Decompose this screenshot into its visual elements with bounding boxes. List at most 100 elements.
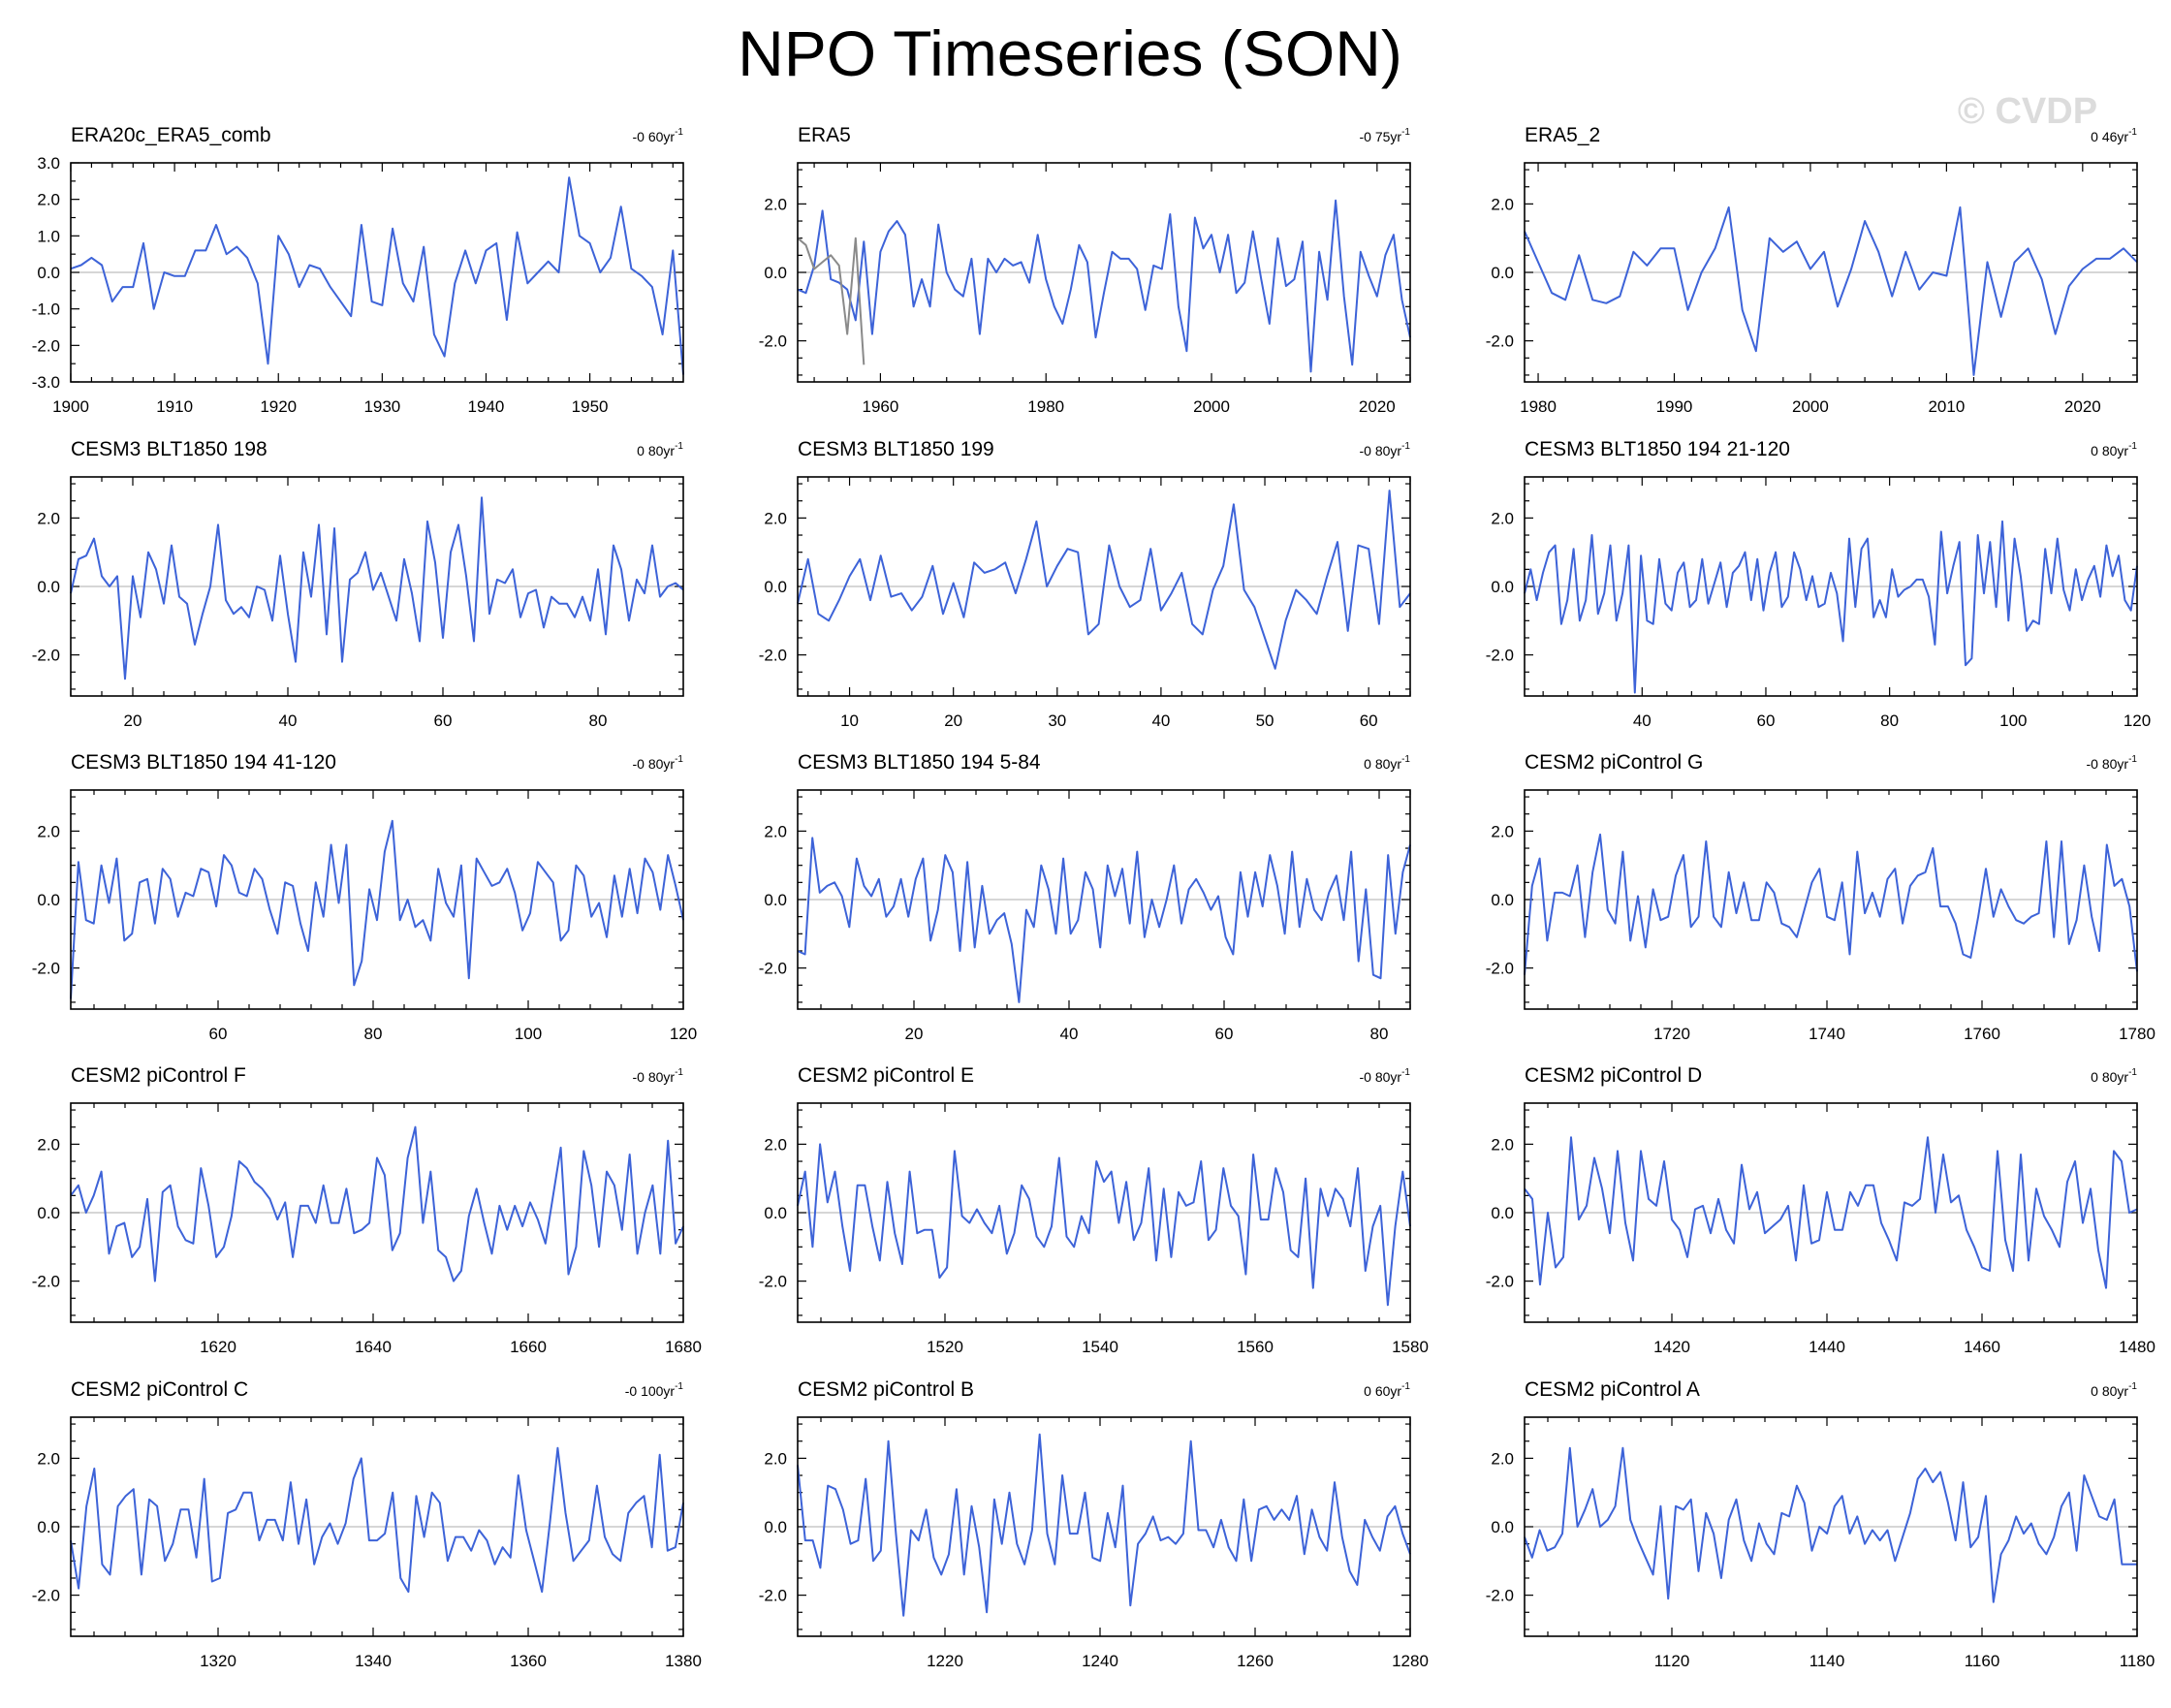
series-line	[797, 837, 1411, 1003]
trend-label: -0 75yr-1	[1360, 127, 1411, 144]
panel-grid: ERA20c_ERA5_comb -0 60yr-1 3.0 2.0 1.0 0.0 -1.…	[32, 124, 2155, 1670]
panel-5: CESM3 BLT1850 199 -0 80yr-1 2.0 0.0 -2.0 10 20…	[759, 438, 1411, 730]
y-tick-label: 2.0	[37, 191, 60, 209]
x-tick-label: 1480	[2119, 1338, 2155, 1356]
y-tick-label: 0.0	[764, 264, 787, 282]
x-tick-label: 1980	[1027, 397, 1064, 416]
x-tick-label: 120	[2124, 712, 2151, 730]
x-tick-label: 80	[589, 712, 608, 730]
x-tick-label: 1580	[1392, 1338, 1429, 1356]
panel-14: CESM2 piControl B 0 60yr-1 2.0 0.0 -2.0 1220 1…	[759, 1378, 1429, 1670]
x-tick-label: 60	[1215, 1025, 1234, 1043]
x-tick-label: 120	[670, 1025, 697, 1043]
y-tick-label: -2.0	[1486, 1587, 1514, 1605]
x-tick-label: 1520	[927, 1338, 963, 1356]
panel-12: CESM2 piControl D 0 80yr-1 2.0 0.0 -2.0 1420 1…	[1486, 1064, 2155, 1356]
x-tick-label: 1360	[510, 1652, 547, 1670]
trend-label: 0 80yr-1	[637, 441, 683, 459]
panel-6: CESM3 BLT1850 194 21-120 0 80yr-1 2.0 0.0 -2…	[1486, 438, 2151, 730]
x-tick-label: 1240	[1082, 1652, 1118, 1670]
panel-title: CESM3 BLT1850 194 21-120	[1525, 438, 1790, 460]
x-tick-label: 1420	[1653, 1338, 1690, 1356]
x-tick-label: 1920	[260, 397, 297, 416]
series-line	[1524, 1446, 2137, 1603]
figure-title: NPO Timeseries (SON)	[738, 17, 1402, 89]
x-tick-label: 1760	[1964, 1025, 2000, 1043]
plot-frame	[70, 789, 684, 1010]
y-tick-label: 0.0	[37, 1204, 60, 1222]
x-tick-label: 10	[840, 712, 859, 730]
panel-title: CESM3 BLT1850 199	[798, 438, 994, 460]
trend-label: -0 60yr-1	[633, 127, 684, 144]
plot-frame	[1524, 1416, 2138, 1637]
x-tick-label: 40	[1060, 1025, 1079, 1043]
y-tick-label: 2.0	[764, 1135, 787, 1154]
series-line	[70, 176, 684, 375]
panel-title: CESM3 BLT1850 198	[71, 438, 267, 460]
y-tick-label: 2.0	[1491, 1449, 1514, 1468]
plot-frame	[1524, 476, 2138, 697]
x-tick-label: 1980	[1520, 397, 1557, 416]
x-tick-label: 80	[1880, 712, 1899, 730]
y-tick-label: 0.0	[1491, 264, 1514, 282]
plot-frame	[1524, 162, 2138, 383]
panel-title: ERA20c_ERA5_comb	[71, 124, 271, 146]
y-tick-label: 0.0	[37, 1518, 60, 1536]
series-line	[70, 1125, 684, 1282]
trend-label: 0 80yr-1	[2091, 1381, 2137, 1399]
y-tick-label: -2.0	[32, 647, 60, 665]
panel-15: CESM2 piControl A 0 80yr-1 2.0 0.0 -2.0 1120 1…	[1486, 1378, 2155, 1670]
trend-label: 0 80yr-1	[2091, 1067, 2137, 1085]
x-tick-label: 1540	[1082, 1338, 1118, 1356]
x-tick-label: 100	[1999, 712, 2027, 730]
x-tick-label: 1990	[1656, 397, 1693, 416]
panel-title: CESM2 piControl A	[1525, 1378, 1700, 1401]
series-line	[1524, 1136, 2138, 1289]
x-tick-label: 1440	[1809, 1338, 1845, 1356]
y-tick-label: 2.0	[37, 1135, 60, 1154]
y-tick-label: 2.0	[764, 195, 787, 213]
panel-3: ERA5_2 0 46yr-1 2.0 0.0 -2.0 1980 1990 2000 2010…	[1486, 124, 2138, 416]
plot-frame	[70, 1102, 684, 1323]
y-tick-label: -1.0	[32, 300, 60, 319]
panel-2: ERA5 -0 75yr-1 2.0 0.0 -2.0 1960 1980 2000 2020	[759, 124, 1411, 416]
series-line-secondary	[797, 237, 865, 365]
y-tick-label: -2.0	[1486, 960, 1514, 978]
trend-label: -0 80yr-1	[2087, 754, 2138, 772]
panel-1: ERA20c_ERA5_comb -0 60yr-1 3.0 2.0 1.0 0.0 -1.…	[32, 124, 684, 416]
panel-title: CESM2 piControl G	[1525, 751, 1703, 774]
trend-label: -0 80yr-1	[1360, 1067, 1411, 1085]
plot-frame	[797, 1102, 1411, 1323]
y-tick-label: 0.0	[764, 578, 787, 596]
x-tick-label: 60	[209, 1025, 228, 1043]
x-tick-label: 50	[1256, 712, 1274, 730]
trend-label: -0 80yr-1	[633, 1067, 684, 1085]
panel-title: ERA5_2	[1525, 124, 1600, 146]
y-tick-label: -2.0	[759, 332, 787, 351]
x-tick-label: 1120	[1654, 1652, 1690, 1670]
x-tick-label: 1680	[665, 1338, 702, 1356]
panel-title: ERA5	[798, 124, 851, 146]
series-line	[797, 1143, 1411, 1307]
plot-frame	[797, 476, 1411, 697]
x-tick-label: 1220	[927, 1652, 963, 1670]
x-tick-label: 1620	[200, 1338, 236, 1356]
x-tick-label: 1930	[363, 397, 400, 416]
panel-10: CESM2 piControl F -0 80yr-1 2.0 0.0 -2.0 1620…	[32, 1064, 702, 1356]
y-tick-label: 0.0	[1491, 1204, 1514, 1222]
y-tick-label: 0.0	[764, 891, 787, 909]
x-tick-label: 40	[1151, 712, 1170, 730]
panel-13: CESM2 piControl C -0 100yr-1 2.0 0.0 -2.0 132…	[32, 1378, 702, 1670]
x-tick-label: 1260	[1237, 1652, 1274, 1670]
x-tick-label: 1320	[200, 1652, 236, 1670]
y-tick-label: 2.0	[1491, 1135, 1514, 1154]
series-line	[797, 1433, 1411, 1617]
x-tick-label: 60	[434, 712, 453, 730]
trend-label: -0 80yr-1	[633, 754, 684, 772]
plot-frame	[70, 1416, 684, 1637]
x-tick-label: 2020	[1359, 397, 1396, 416]
y-tick-label: 0.0	[764, 1204, 787, 1222]
x-tick-label: 1910	[156, 397, 193, 416]
panel-11: CESM2 piControl E -0 80yr-1 2.0 0.0 -2.0 1520…	[759, 1064, 1429, 1356]
y-tick-label: 0.0	[37, 578, 60, 596]
